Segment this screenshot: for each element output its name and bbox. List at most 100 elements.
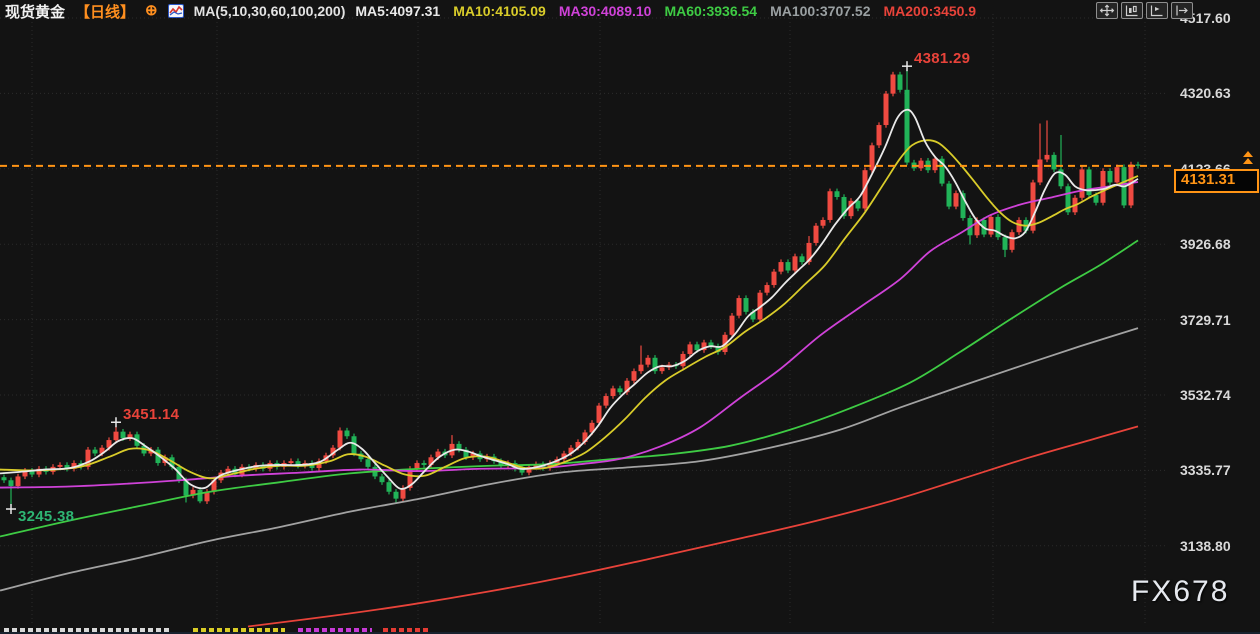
candle-body	[526, 466, 532, 473]
candle-body	[575, 441, 581, 448]
ma-value: MA100:3707.52	[770, 3, 871, 19]
candle-body	[1051, 154, 1057, 170]
candle-body	[1114, 167, 1120, 183]
ma-value: MA30:4089.10	[558, 3, 652, 19]
price-alert-icon[interactable]	[1243, 150, 1253, 165]
chart-logo-icon	[167, 4, 184, 18]
candle-body	[1002, 237, 1008, 250]
candle-body	[71, 463, 77, 469]
candle-body	[603, 396, 609, 406]
candle-body	[848, 200, 854, 217]
candle-body	[960, 193, 966, 219]
axis-tick-label: 3926.68	[1180, 236, 1231, 253]
axis-tick-label: 3138.80	[1180, 537, 1231, 554]
candle-body	[330, 447, 336, 456]
exit-chart-icon[interactable]	[1171, 2, 1193, 19]
candle-body	[435, 451, 441, 458]
crosshair-icon[interactable]	[1096, 2, 1118, 19]
candle-body	[127, 434, 133, 439]
candle-body	[904, 89, 910, 163]
candle-body	[953, 193, 959, 207]
candle-body	[582, 432, 588, 442]
candle-body	[820, 219, 826, 226]
candle-body	[659, 367, 665, 372]
candle-body	[729, 315, 735, 335]
candle-body	[120, 431, 126, 439]
candle-body	[204, 491, 210, 502]
ma-values-group: MA5:4097.31 MA10:4105.09 MA30:4089.10 MA60:…	[355, 3, 976, 19]
candle-body	[764, 285, 770, 293]
axis-tick-label: 3532.74	[1180, 387, 1231, 403]
candle-body	[1044, 154, 1050, 160]
clipped-indicator-strip	[0, 627, 1260, 634]
candle-body	[190, 489, 196, 496]
ma-value: MA10:4105.09	[453, 3, 546, 19]
candle-body	[29, 470, 35, 475]
candle-body	[932, 158, 938, 171]
candle-body	[778, 262, 784, 272]
candle-body	[428, 457, 434, 465]
candle-body	[750, 311, 756, 320]
clipped-text-segment	[193, 628, 285, 634]
candle-body	[1, 477, 7, 481]
last-price-label: 4131.31	[1174, 168, 1259, 193]
candle-chart-icon[interactable]	[1121, 2, 1143, 19]
candle-body	[197, 489, 203, 502]
clipped-text-segment	[4, 628, 169, 634]
candle-body	[57, 464, 63, 467]
candle-body	[1009, 232, 1015, 250]
axis-tick-label: 4320.63	[1180, 85, 1231, 102]
candle-body	[379, 476, 385, 483]
candle-body	[85, 449, 91, 467]
candle-body	[64, 464, 70, 469]
candle-body	[701, 342, 707, 351]
candle-body	[743, 298, 749, 312]
ma-settings-label[interactable]: MA(5,10,30,60,100,200)	[193, 3, 346, 19]
axis-tick-label: 3335.77	[1180, 462, 1231, 479]
candle-body	[1135, 164, 1141, 166]
chart-header: 现货黄金 【日线】 ⊕ MA(5,10,30,60,100,200) MA5:4…	[5, 0, 976, 22]
candle-body	[106, 440, 112, 448]
add-circle-icon[interactable]: ⊕	[145, 2, 158, 19]
candle-body	[645, 357, 651, 365]
timeframe-label[interactable]: 【日线】	[75, 3, 136, 21]
candle-body	[547, 463, 553, 469]
ma-line-ma5	[0, 108, 1139, 490]
watermark: FX678	[1131, 575, 1230, 608]
candle-body	[638, 364, 644, 372]
symbol-title: 现货黄金	[5, 3, 66, 21]
candle-body	[918, 160, 924, 169]
candle-body	[288, 461, 294, 464]
bottom-divider	[0, 632, 1260, 634]
candle-body	[834, 191, 840, 197]
candle-body	[694, 344, 700, 351]
candle-body	[799, 256, 805, 263]
candle-body	[792, 256, 798, 271]
candle-body	[890, 74, 896, 94]
candle-body	[183, 480, 189, 496]
candle-body	[995, 216, 1001, 238]
candle-body	[561, 453, 567, 460]
candle-body	[519, 468, 525, 473]
candle-body	[897, 74, 903, 90]
candle-body	[211, 480, 217, 492]
candle-body	[1030, 182, 1036, 231]
candle-body	[1058, 169, 1064, 187]
candle-body	[1086, 169, 1092, 196]
candle-body	[813, 225, 819, 243]
swing-high-label: 4381.29	[914, 50, 971, 68]
candle-body	[22, 470, 28, 477]
ma-line-ma100	[0, 327, 1139, 592]
ma-line-ma10	[0, 139, 1139, 480]
candle-body	[806, 242, 812, 263]
candle-body	[8, 480, 14, 487]
candle-body	[92, 449, 98, 454]
candle-body	[1079, 169, 1085, 198]
flag-chart-icon[interactable]	[1146, 2, 1168, 19]
candle-body	[827, 191, 833, 220]
candle-body	[498, 461, 504, 466]
candle-body	[869, 145, 875, 171]
